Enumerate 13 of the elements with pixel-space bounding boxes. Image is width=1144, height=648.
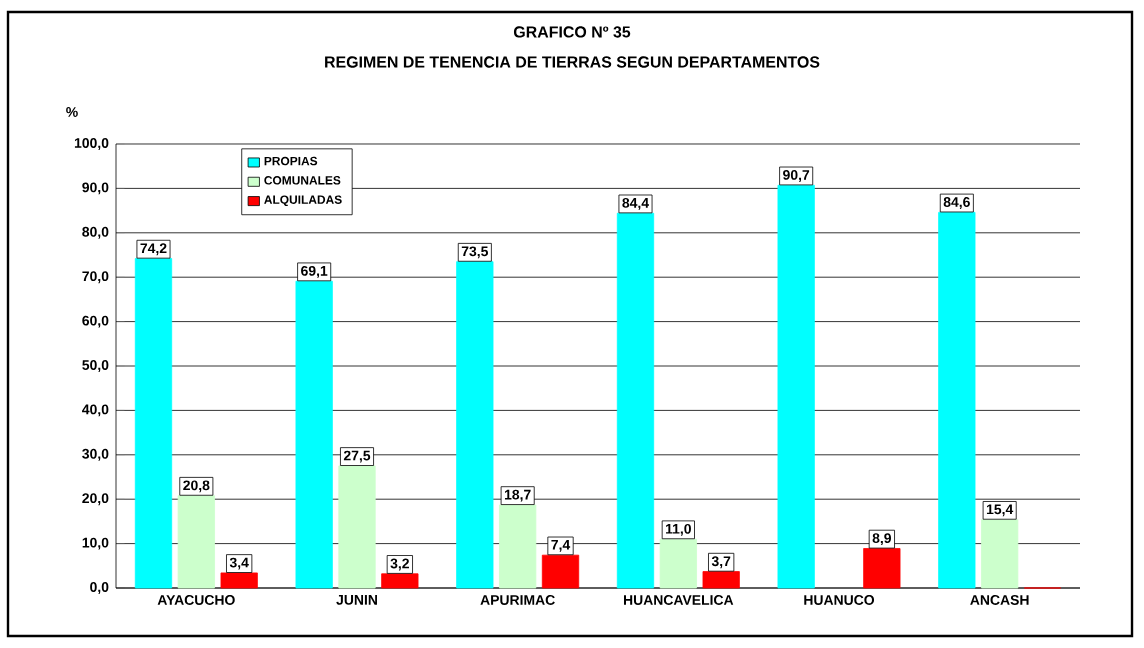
bar bbox=[134, 258, 173, 589]
bar bbox=[456, 261, 494, 589]
bar bbox=[177, 495, 215, 589]
bar bbox=[338, 465, 376, 589]
bar bbox=[616, 212, 655, 589]
bar bbox=[702, 571, 740, 589]
bar bbox=[499, 504, 537, 589]
bar bbox=[938, 211, 976, 589]
bar bbox=[981, 519, 1019, 589]
bar bbox=[295, 280, 333, 589]
bar bbox=[220, 572, 258, 589]
bar bbox=[777, 184, 815, 589]
bar bbox=[541, 554, 580, 589]
